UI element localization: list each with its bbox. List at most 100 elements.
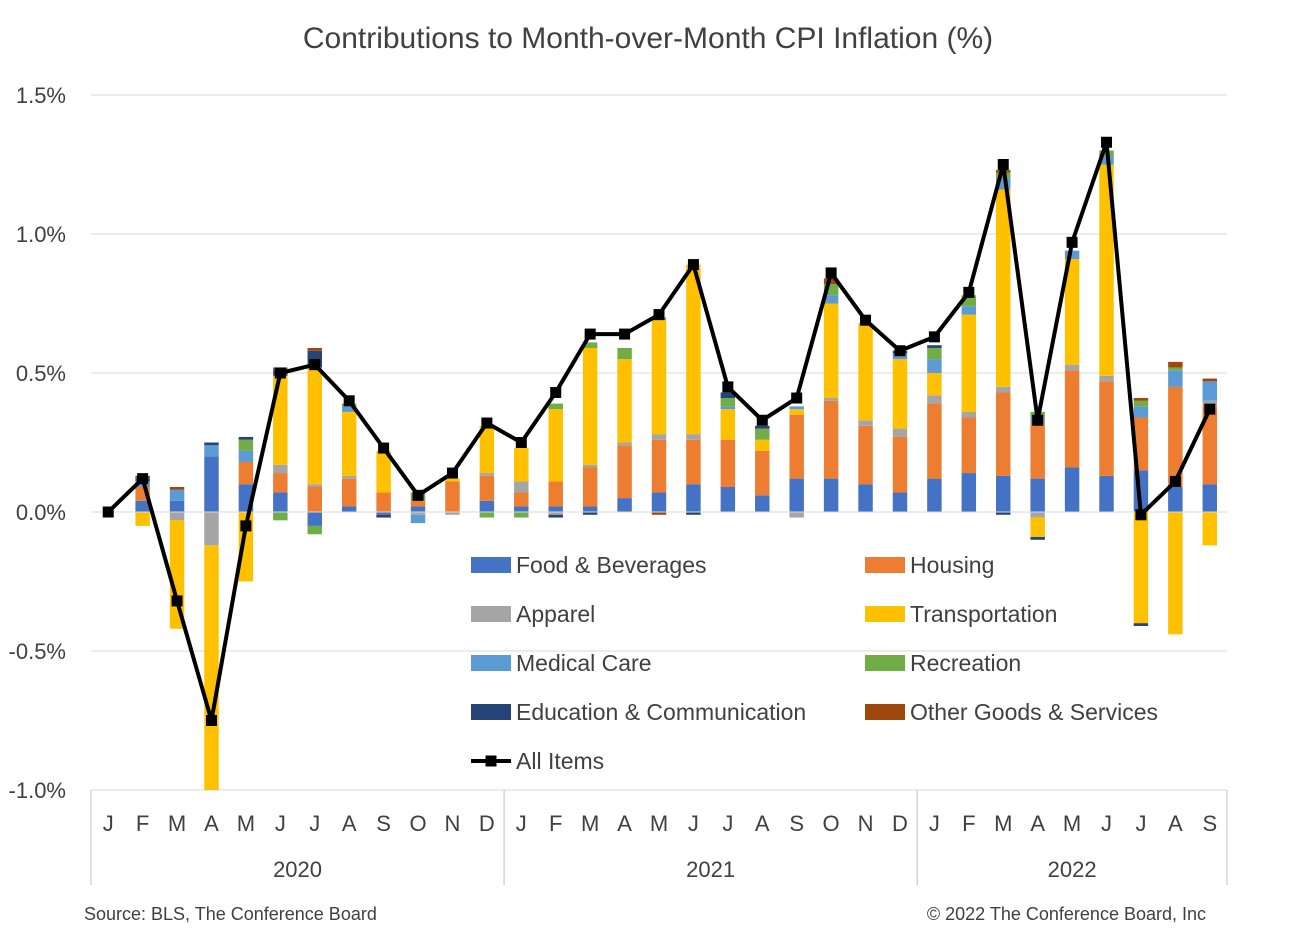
bar-apparel-15 <box>617 442 632 446</box>
bar-apparel-16 <box>651 434 667 440</box>
bar-food-beverages-3 <box>204 456 219 512</box>
legend-label: Recreation <box>910 650 1021 676</box>
bar-education-communication-13 <box>548 514 563 518</box>
bar-transportation-22 <box>858 322 873 421</box>
legend-swatch-medical-care <box>471 655 511 671</box>
bar-apparel-20 <box>789 512 804 518</box>
year-label: 2021 <box>686 857 735 882</box>
year-label: 2020 <box>273 857 322 882</box>
bar-housing-24 <box>927 403 942 479</box>
all-items-marker <box>860 314 872 326</box>
bar-apparel-2 <box>169 512 185 521</box>
all-items-marker <box>722 381 734 393</box>
month-label: M <box>994 811 1012 836</box>
bar-food-beverages-9 <box>410 506 426 512</box>
bar-medical-care-24 <box>927 359 942 373</box>
month-label: O <box>823 811 840 836</box>
all-items-marker <box>653 309 665 321</box>
bar-education-communication-30 <box>1133 623 1149 626</box>
all-items-marker <box>550 386 562 398</box>
bar-transportation-19 <box>755 439 770 451</box>
bar-housing-21 <box>823 400 839 479</box>
bar-other-goods-services-32 <box>1202 378 1218 382</box>
y-tick-label: -0.5% <box>9 639 66 664</box>
legend: Food & Beverages Housing Apparel Transporta… <box>471 552 1158 774</box>
bar-housing-13 <box>548 481 563 507</box>
bar-food-beverages-29 <box>1099 475 1114 512</box>
all-items-marker <box>756 414 768 426</box>
bar-recreation-14 <box>582 342 598 348</box>
bar-recreation-31 <box>1168 367 1183 371</box>
bar-recreation-11 <box>479 512 495 518</box>
bar-recreation-6 <box>307 525 322 535</box>
bar-housing-29 <box>1099 381 1114 476</box>
bar-medical-care-25 <box>961 306 977 315</box>
all-items-marker <box>205 715 217 726</box>
bar-apparel-29 <box>1099 375 1114 382</box>
bar-other-goods-services-16 <box>651 512 667 515</box>
month-label: S <box>376 811 391 836</box>
bar-medical-care-26 <box>996 178 1011 190</box>
legend-label: Other Goods & Services <box>910 699 1158 725</box>
bar-housing-25 <box>961 417 977 474</box>
bar-recreation-19 <box>755 428 770 440</box>
bar-food-beverages-12 <box>514 506 529 512</box>
bar-medical-care-9 <box>410 514 426 524</box>
bar-other-goods-services-6 <box>307 347 322 351</box>
all-items-marker <box>412 489 424 501</box>
month-label: J <box>688 811 699 836</box>
legend-swatch-education-communication <box>471 704 511 720</box>
all-items-marker <box>1066 236 1078 248</box>
bar-apparel-23 <box>892 428 908 437</box>
all-items-marker <box>102 506 114 518</box>
bar-recreation-30 <box>1133 400 1149 407</box>
bar-food-beverages-20 <box>789 478 804 512</box>
source-note: Source: BLS, The Conference Board <box>84 904 377 924</box>
bar-transportation-23 <box>892 359 908 429</box>
bar-housing-19 <box>755 450 770 496</box>
bar-housing-14 <box>582 467 598 507</box>
bar-education-communication-27 <box>1030 537 1045 540</box>
bar-housing-7 <box>341 478 357 507</box>
month-label: O <box>409 811 426 836</box>
bar-transportation-15 <box>617 359 632 443</box>
month-label: F <box>962 811 975 836</box>
bar-food-beverages-27 <box>1030 478 1045 512</box>
month-label: M <box>650 811 668 836</box>
y-tick-label: 1.0% <box>16 222 66 247</box>
bar-apparel-22 <box>858 420 873 426</box>
bar-recreation-13 <box>548 403 563 410</box>
month-label: A <box>1030 811 1045 836</box>
bar-apparel-12 <box>514 481 529 493</box>
bar-apparel-17 <box>686 434 701 440</box>
month-label: A <box>204 811 219 836</box>
legend-label: Medical Care <box>516 650 652 676</box>
month-label: M <box>1063 811 1081 836</box>
month-label: J <box>516 811 527 836</box>
bar-other-goods-services-30 <box>1133 398 1149 401</box>
month-label: M <box>237 811 255 836</box>
bar-housing-31 <box>1168 386 1183 487</box>
legend-label: Education & Communication <box>516 699 806 725</box>
legend-label: All Items <box>516 748 604 774</box>
bar-transportation-11 <box>479 425 495 474</box>
bar-housing-17 <box>686 439 701 485</box>
bar-housing-6 <box>307 486 322 512</box>
bar-food-beverages-32 <box>1202 484 1218 512</box>
bar-recreation-5 <box>273 512 288 521</box>
bar-food-beverages-19 <box>755 495 770 512</box>
bar-transportation-29 <box>1099 164 1114 376</box>
y-tick-label: 0.5% <box>16 361 66 386</box>
bar-transportation-14 <box>582 347 598 465</box>
legend-label: Housing <box>910 552 994 578</box>
bar-apparel-7 <box>341 475 357 479</box>
bar-food-beverages-13 <box>548 506 563 512</box>
bar-education-communication-19 <box>755 425 770 429</box>
bar-food-beverages-24 <box>927 478 942 512</box>
month-label: F <box>549 811 562 836</box>
bar-medical-care-3 <box>204 445 219 457</box>
bar-transportation-16 <box>651 320 667 435</box>
copyright-note: © 2022 The Conference Board, Inc <box>927 904 1206 924</box>
